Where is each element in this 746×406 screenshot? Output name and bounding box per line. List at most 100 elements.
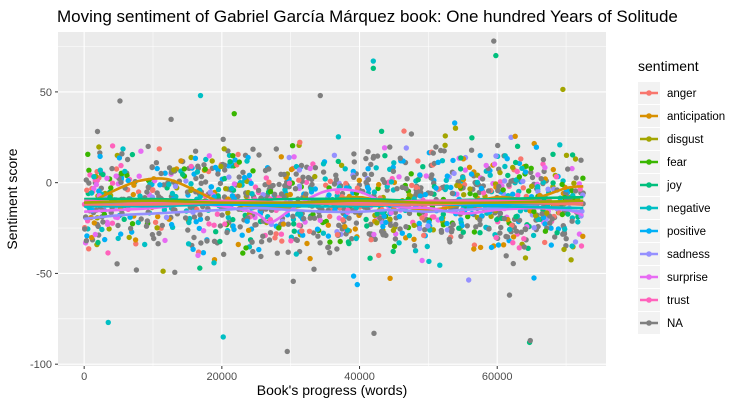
data-point-na — [504, 234, 511, 240]
outlier-point-na — [527, 337, 533, 344]
data-point-disgust — [571, 180, 577, 186]
outlier-point-negative — [370, 58, 377, 64]
data-point-negative — [444, 184, 450, 190]
data-point-positive — [256, 246, 262, 253]
data-point-na — [118, 179, 124, 185]
data-point-na — [168, 116, 174, 123]
y-tick-label: 0 — [46, 178, 52, 190]
data-point-na — [198, 240, 204, 246]
data-point-sadness — [508, 134, 514, 140]
data-point-na — [185, 227, 191, 233]
data-point-anticipation — [500, 242, 507, 248]
legend-label-sadness: sadness — [667, 249, 710, 261]
data-point-negative — [535, 184, 541, 190]
data-point-na — [144, 218, 151, 224]
data-point-disgust — [223, 186, 229, 192]
legend-label-na: NA — [667, 318, 683, 330]
data-point-sadness — [520, 178, 526, 184]
data-point-disgust — [390, 227, 397, 233]
data-point-surprise — [93, 181, 100, 188]
data-point-na — [86, 180, 92, 186]
data-point-joy — [227, 159, 233, 165]
data-point-anticipation — [235, 241, 241, 248]
data-point-na — [298, 162, 305, 169]
outlier-point-fear — [231, 110, 237, 117]
data-point-na — [365, 177, 372, 183]
data-point-na — [351, 159, 357, 165]
data-point-na — [477, 217, 483, 223]
data-point-negative — [391, 160, 397, 166]
data-point-sadness — [403, 145, 409, 151]
data-point-sadness — [331, 152, 338, 158]
data-point-fear — [500, 187, 506, 193]
data-point-surprise — [462, 167, 468, 173]
data-point-na — [497, 230, 503, 236]
data-point-na — [468, 147, 475, 153]
data-point-trust — [263, 175, 269, 181]
data-point-na — [438, 229, 445, 235]
data-point-joy — [221, 175, 228, 182]
data-point-na — [513, 228, 520, 234]
data-point-anger — [327, 213, 333, 220]
data-point-positive — [433, 185, 439, 191]
data-point-na — [450, 221, 456, 228]
data-point-sadness — [444, 227, 451, 233]
data-point-joy — [180, 171, 186, 178]
data-point-trust — [214, 211, 221, 217]
data-point-negative — [115, 235, 121, 242]
data-point-anticipation — [471, 246, 477, 252]
data-point-joy — [415, 177, 421, 183]
data-point-sadness — [466, 277, 472, 283]
data-point-joy — [367, 255, 373, 261]
data-point-negative — [244, 158, 250, 164]
data-point-na — [368, 161, 374, 168]
data-point-anger — [415, 158, 421, 164]
data-point-disgust — [467, 186, 473, 192]
outlier-point-na — [317, 92, 323, 99]
data-point-negative — [91, 174, 97, 180]
legend-key-point — [646, 159, 652, 165]
data-point-positive — [196, 225, 202, 232]
data-point-positive — [168, 221, 175, 228]
data-point-trust — [109, 220, 116, 226]
data-point-na — [411, 243, 418, 249]
data-point-positive — [212, 164, 219, 171]
data-point-positive — [225, 163, 232, 169]
data-point-na — [498, 224, 504, 231]
data-point-disgust — [529, 183, 535, 189]
data-point-fear — [472, 192, 478, 198]
data-point-negative — [530, 232, 537, 239]
data-point-na — [331, 181, 338, 187]
legend-key-point — [646, 297, 652, 303]
data-point-positive — [452, 120, 458, 126]
data-point-na — [351, 174, 357, 180]
data-point-joy — [217, 238, 223, 245]
data-point-fear — [569, 187, 575, 194]
data-point-negative — [188, 181, 194, 187]
data-point-fear — [327, 239, 333, 245]
data-point-disgust — [488, 213, 494, 220]
data-point-na — [569, 218, 575, 224]
data-point-disgust — [497, 169, 503, 176]
data-point-na — [258, 239, 265, 245]
data-point-anticipation — [278, 154, 284, 160]
data-point-na — [521, 244, 527, 250]
data-point-na — [252, 222, 258, 228]
data-point-na — [430, 150, 436, 156]
data-point-positive — [157, 182, 163, 188]
data-point-negative — [502, 163, 508, 170]
data-point-na — [495, 142, 501, 149]
data-point-na — [222, 167, 228, 173]
data-point-na — [529, 174, 536, 181]
data-point-surprise — [138, 148, 144, 154]
data-point-surprise — [206, 153, 212, 159]
data-point-na — [333, 176, 340, 183]
data-point-anger — [334, 232, 341, 238]
data-point-na — [506, 292, 513, 298]
data-point-na — [403, 185, 409, 192]
data-point-negative — [215, 186, 222, 193]
data-point-positive — [193, 219, 199, 225]
data-point-na — [145, 143, 151, 150]
data-point-joy — [335, 158, 341, 165]
data-point-fear — [240, 250, 246, 256]
